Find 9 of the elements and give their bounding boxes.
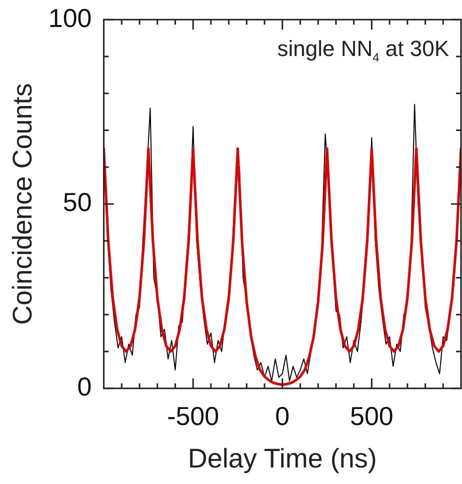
x-tick-label: 500 (350, 401, 394, 432)
x-tick-label: 0 (275, 401, 290, 432)
y-axis-title: Coincidence Counts (8, 83, 38, 325)
y-tick-label: 50 (62, 187, 92, 218)
annotation: single NN$_{4}$ at 30K (277, 36, 449, 64)
x-axis-title: Delay Time (ns) (188, 443, 377, 474)
x-tick-label: -500 (167, 401, 220, 432)
y-tick-label: 0 (77, 372, 92, 402)
y-tick-label: 100 (48, 2, 92, 33)
